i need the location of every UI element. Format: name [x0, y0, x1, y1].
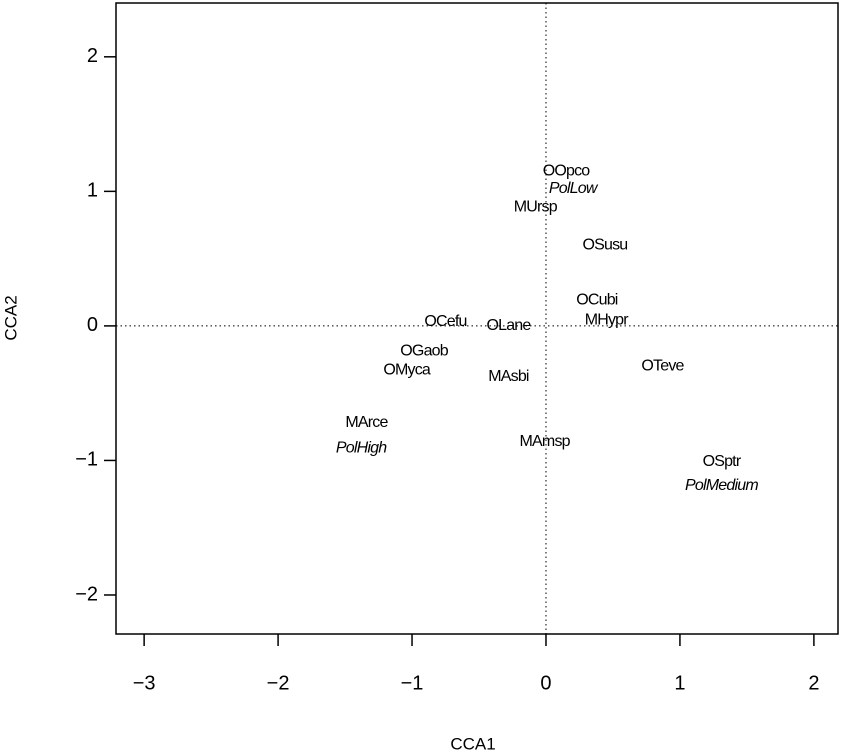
point-label: OCefu [424, 313, 466, 330]
point-label: MHypr [585, 312, 630, 329]
y-tick-label: 1 [87, 180, 98, 202]
x-tick-label: −1 [401, 672, 424, 694]
point-label: OGaob [400, 343, 448, 360]
point-label: MUrsp [514, 199, 558, 216]
x-tick-label: 2 [808, 672, 819, 694]
point-label: MArce [345, 414, 388, 431]
point-label: OSptr [703, 453, 742, 470]
point-label: OSusu [582, 236, 627, 253]
point-label: PolLow [549, 180, 599, 197]
y-axis-label: CCA2 [1, 295, 20, 340]
point-label: MAmsp [520, 433, 571, 450]
point-label: PolMedium [685, 477, 758, 494]
point-label: PolHigh [336, 440, 387, 457]
point-label: OOpco [543, 162, 591, 179]
x-tick-label: 1 [674, 672, 685, 694]
y-tick-label: −2 [75, 583, 98, 605]
x-tick-label: −3 [133, 672, 156, 694]
x-axis-label: CCA1 [450, 734, 495, 753]
point-label: OTeve [641, 357, 684, 374]
point-label: OLane [486, 317, 531, 334]
x-tick-label: −2 [267, 672, 290, 694]
y-tick-label: 0 [87, 314, 98, 336]
x-tick-label: 0 [540, 672, 551, 694]
point-label: OCubi [576, 292, 618, 309]
point-label: OMyca [383, 362, 431, 379]
plot-frame [115, 2, 839, 635]
y-tick-label: −1 [75, 449, 98, 471]
point-label: MAsbi [488, 368, 529, 385]
y-tick-label: 2 [87, 45, 98, 67]
